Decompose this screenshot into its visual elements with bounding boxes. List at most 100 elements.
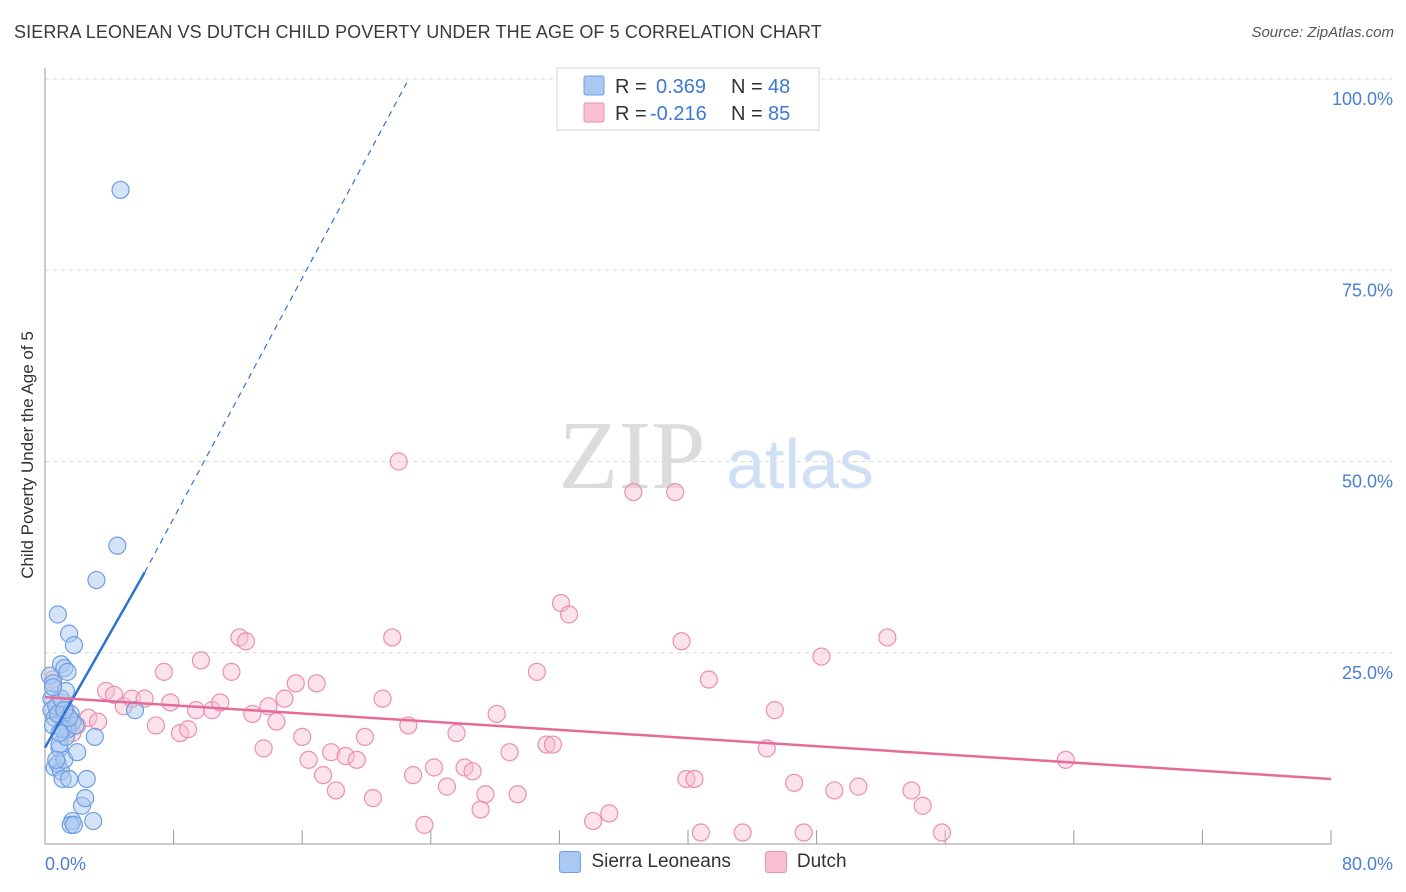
dutch-point — [666, 483, 685, 502]
legend-n-value-2: 85 — [768, 103, 790, 125]
dutch-point — [293, 727, 312, 747]
legend-r-value-1: 0.369 — [656, 76, 706, 98]
dutch-point — [191, 651, 211, 670]
dutch-point — [913, 796, 932, 815]
dutch-point — [1056, 750, 1075, 769]
dutch-point — [932, 823, 952, 842]
dutch-point — [559, 605, 579, 624]
dutch-point — [322, 743, 341, 762]
trend-lines — [43, 82, 1332, 781]
legend-label-sierra-leoneans: Sierra Leoneans — [591, 851, 731, 872]
dutch-point — [765, 701, 784, 720]
dutch-point — [415, 815, 434, 834]
dutch-point — [733, 823, 752, 842]
sierra-leonean-point — [58, 662, 77, 681]
legend-n-value-1: 48 — [768, 76, 790, 98]
legend-r-label-1: R = — [615, 76, 647, 98]
bottom-legend: Sierra Leoneans Dutch — [0, 851, 1406, 873]
sierra-leonean-point — [43, 678, 63, 697]
dutch-point — [424, 758, 444, 777]
dutch-point — [363, 788, 383, 808]
y-tick-label-50: 50.0% — [1342, 472, 1393, 492]
sierra-leonean-point — [76, 788, 95, 808]
dutch-point — [88, 712, 108, 731]
sierra-leonean-points — [40, 180, 145, 834]
dutch-point — [187, 701, 206, 720]
sierra-leonean-point — [85, 727, 104, 747]
dutch-point — [447, 723, 466, 743]
dutch-points — [43, 452, 1075, 842]
legend-item-dutch: Dutch — [764, 851, 847, 873]
dutch-point — [500, 743, 519, 762]
legend-r-label-2: R = — [615, 103, 647, 125]
chart-title: SIERRA LEONEAN VS DUTCH CHILD POVERTY UN… — [14, 22, 822, 42]
dutch-point — [222, 662, 241, 681]
sierra-leonean-point — [64, 635, 84, 655]
sierra-leonean-point — [68, 743, 87, 762]
dutch-trend-line — [44, 695, 1332, 781]
sierra-leonean-trend-line — [43, 571, 146, 749]
legend-swatch-sierra-leoneans — [559, 851, 582, 873]
dutch-point — [784, 773, 804, 792]
legend-box: R = 0.369 N = 48 R = -0.216 N = 85 — [556, 67, 820, 131]
dutch-point — [355, 727, 374, 747]
x-tick-label-min: 0.0% — [45, 854, 86, 874]
dutch-point — [267, 712, 286, 731]
dutch-point — [878, 628, 897, 647]
dutch-point — [211, 693, 230, 712]
sierra-leonean-point — [84, 811, 103, 831]
sierra-leonean-trend-extension — [144, 82, 408, 573]
dutch-point — [313, 766, 333, 785]
watermark: ZIP atlas — [559, 402, 874, 510]
dutch-point — [437, 777, 456, 796]
dutch-point — [178, 720, 198, 739]
legend-n-label-1: N = — [731, 76, 763, 98]
dutch-point — [347, 750, 366, 769]
source-label: Source: ZipAtlas.com — [1251, 24, 1394, 41]
dutch-point — [161, 693, 180, 712]
dutch-point — [691, 823, 710, 842]
dutch-point — [672, 632, 691, 651]
dutch-point — [812, 647, 831, 666]
watermark-atlas: atlas — [726, 425, 874, 503]
dutch-point — [471, 800, 490, 819]
dutch-point — [146, 716, 166, 735]
dutch-point — [326, 781, 346, 800]
gridlines — [45, 78, 1392, 654]
dutch-point — [299, 750, 318, 769]
dutch-point — [794, 823, 813, 842]
sierra-leonean-point — [108, 536, 127, 555]
sierra-leonean-point — [64, 815, 84, 834]
sierra-leonean-point — [111, 180, 130, 200]
dutch-point — [600, 804, 619, 823]
dutch-point — [275, 689, 294, 708]
dutch-point — [537, 735, 556, 754]
dutch-point — [243, 704, 262, 724]
y-tick-label-25: 25.0% — [1342, 663, 1393, 683]
dutch-point — [236, 632, 256, 651]
dutch-point — [476, 785, 495, 804]
dutch-point — [336, 746, 355, 766]
dutch-point — [286, 674, 305, 693]
dutch-point — [527, 662, 546, 681]
sierra-leonean-point — [47, 750, 66, 769]
legend-n-label-2: N = — [731, 103, 763, 125]
legend-r-value-2: -0.216 — [650, 103, 707, 125]
x-tick-label-max: 80.0% — [1342, 854, 1393, 874]
sierra-leonean-point — [77, 769, 96, 789]
dutch-point — [487, 704, 506, 724]
watermark-zip: ZIP — [559, 402, 706, 510]
sierra-leonean-point — [48, 605, 67, 624]
dutch-point — [699, 670, 718, 689]
dutch-point — [685, 769, 704, 789]
legend-label-dutch: Dutch — [796, 851, 847, 872]
dutch-point — [383, 628, 402, 647]
tick-labels: 25.0% 50.0% 75.0% 100.0% 0.0% 80.0% — [45, 89, 1393, 874]
dutch-point — [825, 781, 844, 800]
dutch-point — [584, 811, 603, 831]
sierra-leonean-point — [87, 570, 106, 590]
dutch-point — [389, 452, 408, 471]
dutch-point — [154, 662, 174, 681]
legend-item-sierra-leoneans: Sierra Leoneans — [559, 851, 731, 873]
y-tick-label-75: 75.0% — [1342, 280, 1393, 300]
